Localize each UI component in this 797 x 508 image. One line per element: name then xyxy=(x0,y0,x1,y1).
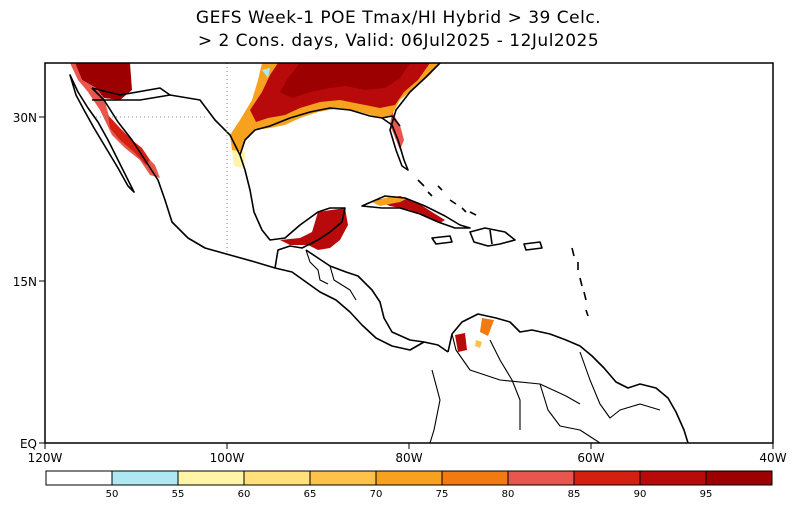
colorbar-label: 95 xyxy=(700,489,713,500)
lon-tick-label: 120W xyxy=(28,451,63,465)
colorbar-swatch xyxy=(705,470,773,486)
lat-axis: 30N 15N EQ xyxy=(13,111,45,451)
lat-tick-label: 30N xyxy=(13,111,37,125)
lon-tick-label: 60W xyxy=(577,451,604,465)
colorbar-label: 55 xyxy=(172,489,185,500)
colorbar-swatch xyxy=(45,470,113,486)
lon-tick-label: 100W xyxy=(210,451,245,465)
colorbar-label: 85 xyxy=(568,489,581,500)
colorbar-swatch xyxy=(639,470,707,486)
colorbar-label: 50 xyxy=(106,489,119,500)
probability-shading xyxy=(70,63,494,352)
colorbar-label: 65 xyxy=(304,489,317,500)
colorbar-swatch xyxy=(573,470,641,486)
colorbar-swatch xyxy=(111,470,179,486)
colorbar-swatch xyxy=(507,470,575,486)
colorbar: 50 55 60 65 70 75 80 85 90 95 xyxy=(45,470,773,500)
colorbar-swatch xyxy=(177,470,245,486)
colorbar-label: 90 xyxy=(634,489,647,500)
colorbar-swatch xyxy=(243,470,311,486)
colorbar-swatch xyxy=(309,470,377,486)
map-frame xyxy=(44,62,774,444)
dotted-gridlines xyxy=(96,63,228,255)
colorbar-swatch xyxy=(375,470,443,486)
map-title-line2: > 2 Cons. days, Valid: 06Jul2025 - 12Jul… xyxy=(197,31,600,51)
coastlines xyxy=(69,63,689,443)
colorbar-label: 70 xyxy=(370,489,383,500)
colorbar-swatch xyxy=(441,470,509,486)
colorbar-label: 75 xyxy=(436,489,449,500)
lon-tick-label: 40W xyxy=(759,451,786,465)
colorbar-label: 60 xyxy=(238,489,251,500)
map-title-line1: GEFS Week-1 POE Tmax/HI Hybrid > 39 Celc… xyxy=(195,8,602,28)
lon-axis: 120W 100W 80W 60W 40W xyxy=(28,443,787,465)
lat-tick-label: 15N xyxy=(13,275,37,289)
lon-tick-label: 80W xyxy=(395,451,422,465)
colorbar-label: 80 xyxy=(502,489,515,500)
lat-tick-label: EQ xyxy=(20,437,37,451)
map-area xyxy=(44,62,774,444)
